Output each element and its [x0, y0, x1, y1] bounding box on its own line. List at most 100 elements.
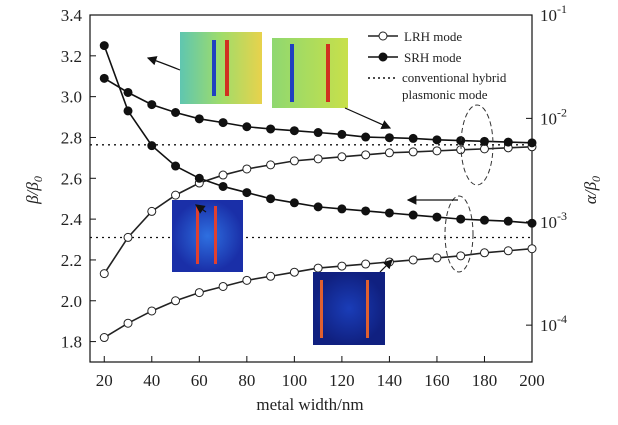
data-point: [384, 208, 394, 218]
data-point: [147, 206, 157, 216]
x-tick-label: 80: [238, 371, 255, 390]
plot-frame: [89, 14, 533, 363]
data-point: [147, 306, 157, 316]
y2-label-sub: 0: [589, 176, 603, 182]
y2-tick-label: 10-4: [540, 312, 567, 335]
y2-tick-base: 10: [540, 6, 557, 25]
x-tick-label: 60: [191, 371, 208, 390]
data-point: [123, 318, 133, 328]
y2-tick-label: 10-1: [540, 2, 567, 25]
data-point: [527, 138, 537, 148]
data-point: [194, 114, 204, 124]
y-tick-label: 2.6: [61, 169, 82, 188]
data-point: [123, 232, 133, 242]
data-point: [99, 41, 109, 51]
y2-tick-exp: -1: [557, 2, 567, 16]
data-point: [99, 269, 109, 279]
x-tick-label: 40: [143, 371, 160, 390]
data-point: [266, 160, 276, 170]
y2-tick-base: 10: [540, 213, 557, 232]
legend-label: conventional hybrid plasmonic mode: [402, 69, 530, 103]
data-point: [479, 136, 489, 146]
data-point: [313, 154, 323, 164]
x-tick-label: 180: [472, 371, 498, 390]
data-point: [479, 144, 489, 154]
plot: 20 40 60 80 100 120 140 160 180 200 1.8 2.0 2.2 2.4 2.…: [61, 2, 567, 390]
data-point: [171, 161, 181, 171]
x-tick-label: 160: [424, 371, 450, 390]
data-point: [432, 146, 442, 156]
legend-marker: [378, 31, 388, 41]
data-point: [479, 248, 489, 258]
x-tick-label: 120: [329, 371, 355, 390]
data-point: [242, 188, 252, 198]
legend-marker: [378, 52, 388, 62]
data-point: [242, 122, 252, 132]
y2-label-text: α/β: [581, 181, 600, 204]
data-point: [503, 246, 513, 256]
data-point: [218, 118, 228, 128]
data-point: [361, 259, 371, 269]
y-label-text: β/β: [23, 182, 42, 205]
y-tick-label: 2.8: [61, 128, 82, 147]
data-point: [289, 198, 299, 208]
data-point: [194, 173, 204, 183]
data-point: [337, 152, 347, 162]
x-tick-label: 100: [282, 371, 308, 390]
data-point: [408, 255, 418, 265]
data-point: [242, 164, 252, 174]
y-label-sub: 0: [31, 176, 45, 182]
data-point: [456, 251, 466, 261]
legend-label: LRH mode: [404, 29, 462, 44]
data-point: [503, 137, 513, 147]
data-point: [337, 261, 347, 271]
legend: LRH mode SRH mode conventional hybrid plas…: [368, 29, 530, 103]
x-axis-label: metal width/nm: [256, 395, 363, 414]
data-point: [218, 181, 228, 191]
data-point: [503, 216, 513, 226]
data-point: [527, 244, 537, 254]
data-point: [289, 126, 299, 136]
data-point: [479, 215, 489, 225]
data-point: [289, 267, 299, 277]
y2-tick-label: 10-3: [540, 209, 567, 232]
data-point: [123, 87, 133, 97]
data-point: [432, 212, 442, 222]
data-point: [171, 296, 181, 306]
data-point: [361, 206, 371, 216]
data-point: [218, 281, 228, 291]
data-point: [527, 218, 537, 228]
data-point: [242, 275, 252, 285]
y-tick-label: 3.0: [61, 88, 82, 107]
data-point: [289, 156, 299, 166]
data-point: [361, 150, 371, 160]
y2-tick-exp: -4: [557, 312, 567, 326]
data-point: [266, 271, 276, 281]
data-point: [147, 100, 157, 110]
y2-tick-base: 10: [540, 109, 557, 128]
data-point: [384, 148, 394, 158]
y2-tick-exp: -3: [557, 209, 567, 223]
y-tick-label: 2.4: [61, 210, 83, 229]
y-tick-label: 1.8: [61, 333, 82, 352]
data-point: [337, 204, 347, 214]
x-tick-label: 140: [377, 371, 403, 390]
y2-tick-exp: -2: [557, 105, 567, 119]
data-point: [408, 133, 418, 143]
data-point: [408, 147, 418, 157]
y2-tick-label: 10-2: [540, 105, 567, 128]
data-point: [337, 129, 347, 139]
data-point: [266, 124, 276, 134]
data-point: [171, 190, 181, 200]
data-point: [408, 210, 418, 220]
data-point: [123, 106, 133, 116]
y-axis-label: β/β0: [23, 176, 45, 205]
y-tick-label: 2.0: [61, 292, 82, 311]
data-point: [171, 107, 181, 117]
data-point: [432, 253, 442, 263]
data-point: [456, 214, 466, 224]
y-tick-label: 3.2: [61, 47, 82, 66]
legend-label: SRH mode: [404, 50, 462, 65]
y-tick-label: 3.4: [61, 6, 83, 25]
